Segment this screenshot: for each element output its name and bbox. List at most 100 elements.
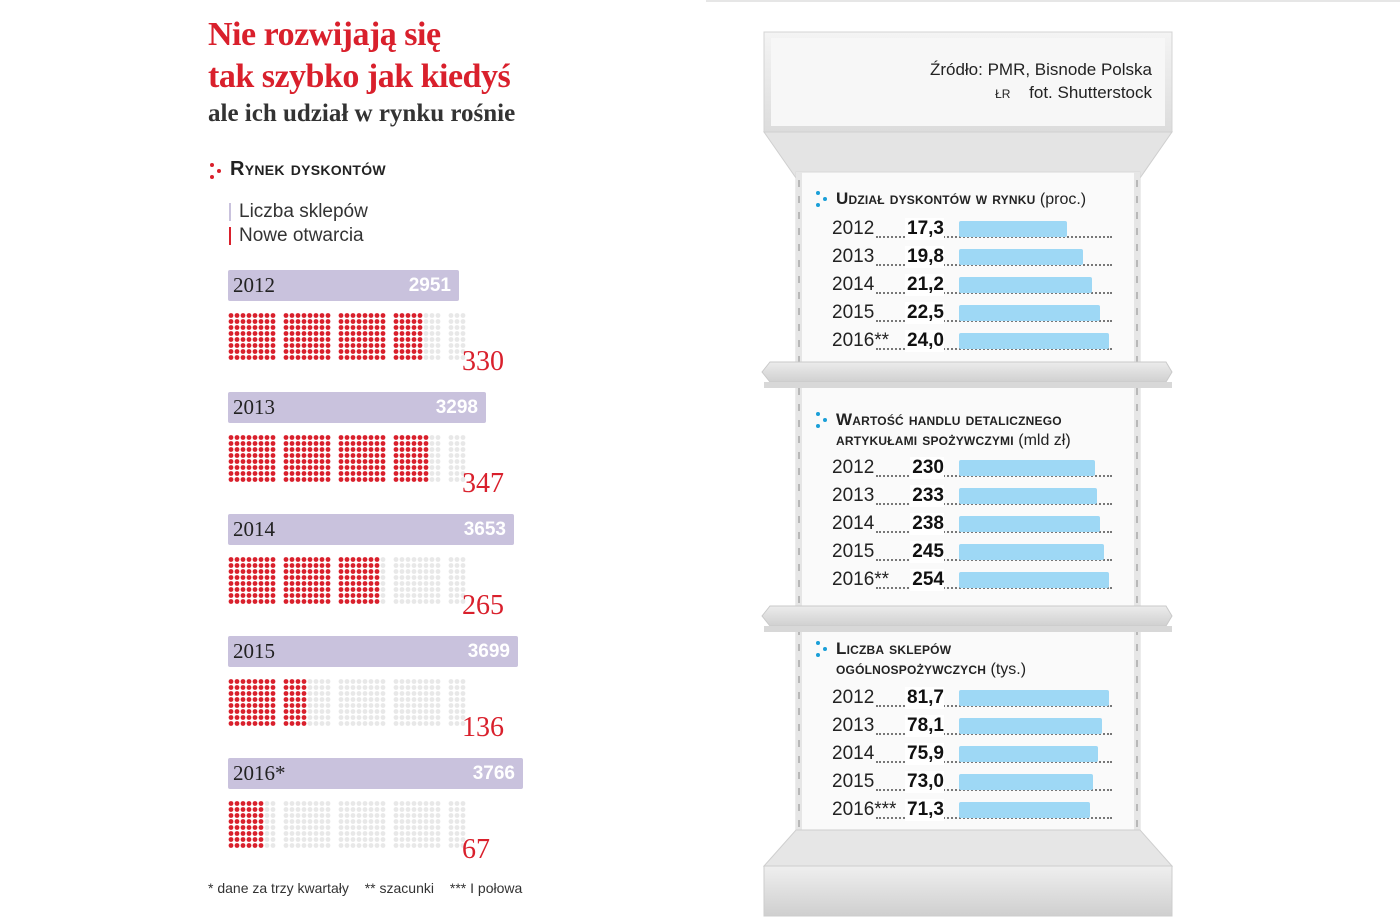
dot-empty: [454, 319, 460, 324]
dot-filled: [344, 325, 350, 330]
dot-filled: [325, 435, 331, 440]
dot-filled: [264, 587, 270, 592]
dot-filled: [234, 337, 240, 342]
dot-filled: [283, 709, 289, 714]
dot-empty: [325, 807, 331, 812]
dot-filled: [325, 331, 331, 336]
dot-filled: [283, 447, 289, 452]
legend-swatch-lavender: [229, 203, 231, 221]
dot-filled: [313, 453, 319, 458]
dot-filled: [289, 563, 295, 568]
dot-empty: [435, 807, 441, 812]
dot-empty: [454, 807, 460, 812]
dot-empty: [417, 819, 423, 824]
dot-filled: [411, 441, 417, 446]
leader-dots: [876, 817, 1112, 819]
dot-empty: [417, 569, 423, 574]
dot-filled: [270, 575, 276, 580]
dot-filled: [270, 355, 276, 360]
dot-filled: [356, 325, 362, 330]
dot-filled: [252, 819, 258, 824]
dot-filled: [374, 337, 380, 342]
dot-empty: [454, 593, 460, 598]
dot-filled: [252, 807, 258, 812]
dot-empty: [448, 825, 454, 830]
dot-filled: [258, 459, 264, 464]
dot-empty: [319, 697, 325, 702]
dot-empty: [435, 557, 441, 562]
dot-filled: [270, 703, 276, 708]
dot-empty: [313, 685, 319, 690]
dot-empty: [313, 831, 319, 836]
dot-filled: [344, 477, 350, 482]
dot-filled: [344, 441, 350, 446]
dot-filled: [319, 569, 325, 574]
dot-filled: [313, 593, 319, 598]
dot-empty: [448, 593, 454, 598]
dot-empty: [399, 831, 405, 836]
dot-empty: [295, 837, 301, 842]
dot-filled: [319, 587, 325, 592]
dot-empty: [344, 697, 350, 702]
dot-filled: [423, 435, 429, 440]
dot-filled: [319, 593, 325, 598]
dot-empty: [423, 343, 429, 348]
dot-filled: [240, 447, 246, 452]
dot-empty: [393, 679, 399, 684]
dot-empty: [417, 837, 423, 842]
dot-empty: [411, 599, 417, 604]
dot-empty: [454, 685, 460, 690]
dot-filled: [338, 355, 344, 360]
dot-empty: [313, 813, 319, 818]
dot-empty: [448, 715, 454, 720]
dot-empty: [429, 453, 435, 458]
dot-filled: [411, 319, 417, 324]
dot-empty: [454, 355, 460, 360]
dot-empty: [374, 807, 380, 812]
dot-empty: [344, 801, 350, 806]
dot-empty: [393, 691, 399, 696]
dot-filled: [374, 575, 380, 580]
dot-empty: [429, 325, 435, 330]
dot-filled: [228, 337, 234, 342]
dot-filled: [350, 569, 356, 574]
dot-empty: [411, 807, 417, 812]
dot-filled: [289, 349, 295, 354]
dot-empty: [338, 825, 344, 830]
value-bar: [959, 488, 1097, 504]
dot-empty: [429, 471, 435, 476]
dot-filled: [319, 441, 325, 446]
dot-filled: [368, 441, 374, 446]
dot-filled: [393, 459, 399, 464]
dot-empty: [344, 831, 350, 836]
dot-empty: [270, 837, 276, 842]
shelf-2-title-line-2: artykułami spożywczymi: [836, 430, 1014, 449]
new-openings-value: 136: [462, 712, 504, 743]
dot-filled: [325, 349, 331, 354]
dot-filled: [393, 477, 399, 482]
dot-filled: [270, 441, 276, 446]
dot-empty: [460, 721, 466, 726]
dot-empty: [435, 477, 441, 482]
dot-empty: [301, 825, 307, 830]
dot-empty: [423, 825, 429, 830]
leader-dots: [876, 531, 1112, 533]
dot-empty: [460, 715, 466, 720]
author-initials: ŁR: [995, 87, 1011, 101]
dot-filled: [423, 441, 429, 446]
value-bar: [959, 802, 1090, 818]
dot-empty: [325, 825, 331, 830]
dot-empty: [411, 721, 417, 726]
dot-empty: [393, 831, 399, 836]
dot-empty: [380, 599, 386, 604]
dot-empty: [435, 801, 441, 806]
dot-empty: [435, 593, 441, 598]
shelf-header-face: [771, 38, 1165, 126]
dot-empty: [411, 813, 417, 818]
dot-empty: [380, 843, 386, 848]
dot-filled: [368, 557, 374, 562]
dot-empty: [448, 703, 454, 708]
dot-filled: [234, 453, 240, 458]
dot-filled: [350, 313, 356, 318]
dot-filled: [301, 587, 307, 592]
